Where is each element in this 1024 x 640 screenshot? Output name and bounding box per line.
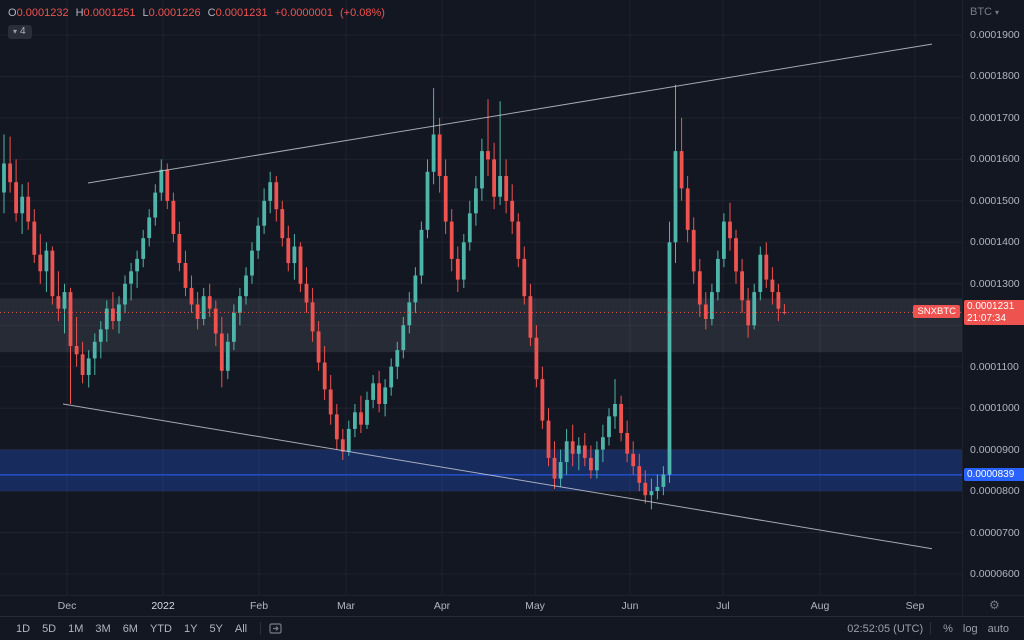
range-button-1m[interactable]: 1M bbox=[68, 622, 84, 635]
toolbar-divider bbox=[930, 622, 932, 635]
time-axis-label: Feb bbox=[249, 600, 269, 612]
ohlc-high: H0.0001251 bbox=[75, 7, 136, 19]
price-change: +0.0000001 bbox=[274, 7, 334, 19]
range-button-1d[interactable]: 1D bbox=[16, 622, 31, 635]
time-axis-label: Mar bbox=[336, 600, 356, 612]
symbol-price-tag: SNXBTC bbox=[913, 305, 960, 319]
auto-scale-toggle[interactable]: auto bbox=[987, 622, 1009, 635]
chart-pane[interactable]: O0.0001232 H0.0001251 L0.0001226 C0.0001… bbox=[0, 0, 962, 595]
bar-countdown: 21:07:34 bbox=[967, 312, 1006, 324]
ohlc-open: O0.0001232 bbox=[8, 7, 69, 19]
chevron-down-icon: ▾ bbox=[13, 26, 18, 36]
currency-selector[interactable]: BTC ▾ bbox=[970, 6, 999, 18]
bottom-toolbar: 1D 5D 1M 3M 6M YTD 1Y 5Y All 02:52:05 (UTC) % lo… bbox=[0, 616, 1024, 640]
price-axis-label: 0.0001100 bbox=[970, 360, 1019, 373]
currency-label: BTC bbox=[970, 6, 992, 18]
time-axis[interactable]: Dec 2022 Feb Mar Apr May Jun Jul Aug Sep bbox=[0, 595, 962, 616]
price-axis-label: 0.0000600 bbox=[970, 568, 1020, 580]
upper-trendline[interactable] bbox=[87, 43, 933, 184]
range-button-ytd[interactable]: YTD bbox=[149, 622, 172, 635]
range-buttons: 1D 5D 1M 3M 6M YTD 1Y 5Y All bbox=[10, 621, 253, 637]
interval-label: 4 bbox=[20, 26, 26, 37]
range-button-5d[interactable]: 5D bbox=[42, 622, 57, 635]
toolbar-divider bbox=[260, 622, 262, 635]
range-button-all[interactable]: All bbox=[234, 622, 248, 635]
range-button-6m[interactable]: 6M bbox=[122, 622, 138, 635]
support-zone[interactable] bbox=[0, 449, 962, 492]
price-axis-label: 0.0001000 bbox=[970, 402, 1020, 415]
grid bbox=[0, 0, 962, 595]
price-axis-label: 0.0001800 bbox=[970, 70, 1020, 83]
price-axis-label: 0.0001600 bbox=[970, 153, 1020, 166]
current-price-tag: 0.0001231 21:07:34 bbox=[964, 300, 1024, 326]
price-change-percent: (+0.08%) bbox=[340, 7, 385, 19]
clock[interactable]: 02:52:05 (UTC) bbox=[847, 622, 924, 635]
ohlc-close: C0.0001231 bbox=[207, 7, 268, 19]
time-axis-label: Dec bbox=[57, 600, 77, 612]
gear-icon[interactable]: ⚙ bbox=[989, 598, 1000, 612]
time-axis-label: 2022 bbox=[151, 600, 175, 612]
legend-collapse-badge[interactable]: ▾ 4 bbox=[8, 25, 32, 39]
current-price-value: 0.0001231 bbox=[967, 301, 1015, 313]
price-axis-label: 0.0001500 bbox=[970, 194, 1020, 207]
time-axis-label: May bbox=[525, 600, 545, 612]
percent-scale-toggle[interactable]: % bbox=[943, 622, 953, 635]
time-axis-label: Jun bbox=[621, 600, 639, 612]
price-axis-label: 0.0000900 bbox=[970, 443, 1020, 456]
range-button-3m[interactable]: 3M bbox=[95, 622, 111, 635]
price-axis-label: 0.0000800 bbox=[970, 485, 1020, 498]
time-axis-label: Jul bbox=[716, 600, 730, 612]
candlestick-series bbox=[2, 84, 787, 510]
time-axis-label: Apr bbox=[433, 600, 451, 612]
price-axis-label: 0.0001300 bbox=[970, 277, 1020, 290]
log-scale-toggle[interactable]: log bbox=[962, 622, 978, 635]
price-axis-label: 0.0001900 bbox=[970, 29, 1020, 41]
range-button-1y[interactable]: 1Y bbox=[183, 622, 198, 635]
price-axis[interactable]: BTC ▾ 0.0001231 21:07:34 0.0000839 0.000… bbox=[962, 0, 1024, 595]
time-axis-label: Sep bbox=[905, 600, 925, 612]
resistance-zone[interactable] bbox=[0, 298, 962, 353]
lower-trendline[interactable] bbox=[62, 403, 933, 550]
range-button-5y[interactable]: 5Y bbox=[209, 622, 223, 635]
ohlc-legend: O0.0001232 H0.0001251 L0.0001226 C0.0001… bbox=[8, 7, 385, 19]
chevron-down-icon: ▾ bbox=[995, 7, 1000, 17]
time-axis-label: Aug bbox=[810, 600, 830, 612]
axis-corner: ⚙ bbox=[962, 595, 1024, 616]
price-axis-label: 0.0001400 bbox=[970, 236, 1020, 249]
price-axis-label: 0.0000700 bbox=[970, 526, 1020, 539]
price-axis-label: 0.0001700 bbox=[970, 111, 1020, 124]
candlestick-chart-canvas[interactable] bbox=[0, 0, 962, 595]
go-to-date-icon[interactable] bbox=[268, 621, 283, 636]
alert-level-tag: 0.0000839 bbox=[964, 467, 1024, 481]
ohlc-low: L0.0001226 bbox=[142, 7, 201, 19]
